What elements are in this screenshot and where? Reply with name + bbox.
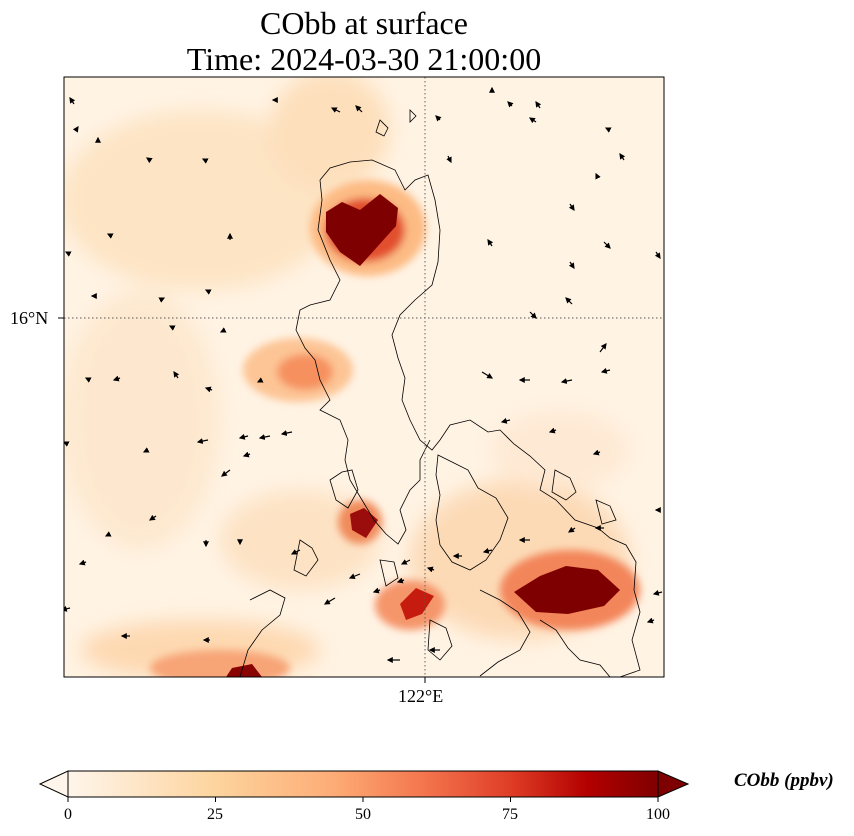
wind-arrow (280, 430, 293, 437)
wind-arrow (64, 605, 71, 612)
wind-arrow (258, 434, 271, 441)
colorbar-extend-high (657, 770, 690, 798)
wind-arrow (507, 101, 514, 108)
colorbar-tick-100: 100 (646, 806, 670, 823)
wind-arrow (481, 371, 494, 379)
wind-arrow (548, 427, 557, 434)
wind-arrow (238, 433, 249, 440)
wind-arrow (104, 531, 112, 537)
wind-arrow (568, 261, 575, 269)
coastlines (239, 109, 641, 677)
wind-arrow (652, 589, 663, 596)
wind-arrow (435, 115, 442, 122)
wind-arrow (330, 107, 341, 113)
wind-arrow (142, 447, 150, 453)
map-title-line-1: CObb at surface (260, 5, 468, 41)
wind-arrow (482, 547, 493, 554)
gridlines (64, 77, 664, 677)
wind-arrow (204, 289, 212, 295)
wind-arrow (565, 297, 573, 305)
wind-arrow (78, 559, 87, 566)
wind-arrow (426, 566, 435, 573)
wind-arrow (348, 573, 361, 580)
wind-arrow (535, 101, 542, 109)
wind-arrow (400, 559, 411, 565)
wind-arrow (64, 251, 72, 257)
wind-arrow (69, 97, 76, 105)
longitude-tick-label: 122°E (398, 686, 444, 706)
colorbar-gradient (67, 770, 659, 798)
wind-arrow (201, 158, 209, 164)
colorbar-tick-25: 25 (207, 806, 223, 823)
concentration-field-maxima (226, 194, 620, 677)
wind-arrow (84, 377, 92, 383)
wind-arrow (221, 469, 231, 477)
wind-arrow (64, 441, 70, 447)
map-frame (63, 76, 665, 678)
wind-arrow (256, 377, 264, 383)
wind-arrow (204, 386, 213, 393)
wind-arrow (446, 155, 452, 164)
wind-arrow (146, 157, 153, 164)
wind-arrow (173, 371, 180, 379)
wind-arrow (654, 251, 661, 259)
wind-arrow (149, 514, 157, 521)
wind-vectors (64, 86, 663, 663)
wind-arrow (592, 449, 601, 456)
latitude-tick-label: 16°N (10, 308, 49, 328)
wind-arrow (158, 297, 166, 303)
wind-arrow (355, 105, 363, 113)
wind-arrow (600, 367, 611, 374)
colorbar-tick-50: 50 (355, 806, 371, 823)
map-title-line-2: Time: 2024-03-30 21:00:00 (186, 41, 542, 77)
wind-arrow (290, 549, 301, 555)
colorbar-tick-0: 0 (64, 806, 72, 823)
wind-arrow (106, 233, 114, 239)
wind-arrow (372, 587, 381, 594)
wind-arrow (196, 438, 209, 445)
wind-arrow (72, 126, 79, 133)
wind-arrow (529, 117, 537, 124)
wind-arrow (604, 127, 612, 133)
wind-arrow (599, 343, 607, 353)
colorbar-label: CObb (ppbv) (734, 770, 834, 791)
wind-arrow (646, 617, 655, 624)
colorbar-extend-low (38, 770, 69, 798)
colorbar-tick-75: 75 (502, 806, 518, 823)
wind-arrow (568, 526, 576, 533)
wind-arrow (568, 203, 575, 211)
wind-arrow (168, 325, 176, 331)
wind-arrow (487, 239, 494, 247)
wind-arrow (112, 375, 121, 382)
wind-arrow (560, 378, 573, 385)
wind-arrow (595, 172, 601, 180)
wind-arrow (619, 153, 626, 161)
wind-arrow (323, 597, 336, 605)
wind-arrow (500, 417, 511, 424)
wind-arrow (219, 327, 227, 333)
map-panel (58, 76, 665, 683)
wind-arrow (242, 451, 251, 458)
wind-arrow (603, 241, 611, 249)
wind-arrow (396, 577, 405, 584)
wind-arrow (529, 311, 537, 319)
